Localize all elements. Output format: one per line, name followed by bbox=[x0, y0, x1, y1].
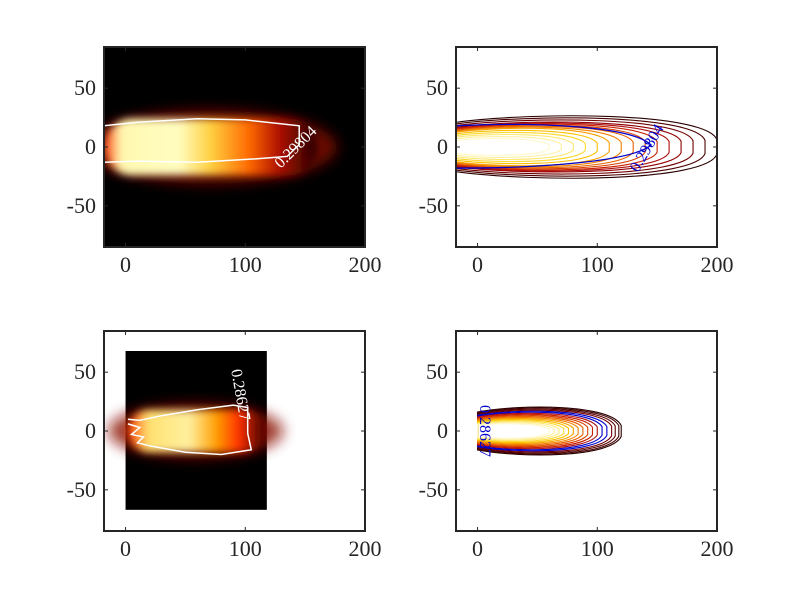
contour-level-4 bbox=[456, 122, 670, 172]
x-tick-label: 100 bbox=[581, 252, 614, 277]
y-tick-label: -50 bbox=[67, 477, 96, 502]
contour-level-2 bbox=[456, 119, 694, 175]
contour-level-4 bbox=[477, 410, 608, 452]
contour-level-6 bbox=[456, 124, 646, 170]
contour-level-12 bbox=[477, 419, 570, 443]
x-tick-label: 200 bbox=[701, 536, 734, 561]
contour-label: 0.28627 bbox=[476, 405, 493, 457]
y-tick-label: 0 bbox=[437, 418, 448, 443]
x-tick-label: 200 bbox=[349, 252, 382, 277]
panel-top-left: 0.29804 bbox=[104, 47, 365, 247]
contour-level-13 bbox=[477, 420, 565, 442]
x-tick-label: 0 bbox=[120, 252, 131, 277]
contour-level-14 bbox=[456, 138, 550, 156]
contour-level-13 bbox=[456, 136, 562, 158]
y-tick-label: 50 bbox=[74, 75, 96, 100]
contour-level-7 bbox=[456, 125, 634, 169]
contour-level-8 bbox=[477, 414, 589, 448]
x-tick-label: 100 bbox=[229, 536, 262, 561]
panel-bottom-right: 0.28627 bbox=[476, 405, 622, 457]
contour-level-0 bbox=[477, 406, 622, 456]
contour-level-3 bbox=[456, 121, 682, 173]
y-tick-label: 50 bbox=[74, 359, 96, 384]
x-tick-label: 100 bbox=[581, 536, 614, 561]
x-tick-label: 200 bbox=[701, 252, 734, 277]
contour-line bbox=[127, 404, 253, 456]
x-tick-label: 0 bbox=[120, 536, 131, 561]
contour-level-12 bbox=[456, 133, 574, 161]
contour-level-1 bbox=[477, 407, 620, 455]
y-tick-label: 0 bbox=[85, 418, 96, 443]
contour-level-15 bbox=[477, 422, 555, 440]
y-tick-label: 0 bbox=[85, 134, 96, 159]
y-tick-label: -50 bbox=[67, 193, 96, 218]
contour-level-10 bbox=[456, 129, 598, 165]
contour-level-1 bbox=[456, 117, 706, 177]
contour-level-2 bbox=[477, 408, 616, 454]
contour-level-3 bbox=[477, 409, 613, 453]
contour-level-11 bbox=[456, 131, 586, 163]
highlight-contour bbox=[456, 123, 653, 169]
axes-frame bbox=[455, 330, 718, 532]
y-tick-label: 50 bbox=[426, 75, 448, 100]
x-tick-label: 0 bbox=[472, 252, 483, 277]
contour-level-16 bbox=[477, 423, 550, 439]
x-tick-label: 200 bbox=[349, 536, 382, 561]
x-tick-label: 100 bbox=[229, 252, 262, 277]
contour-level-7 bbox=[477, 413, 594, 449]
y-tick-label: -50 bbox=[419, 477, 448, 502]
x-tick-label: 0 bbox=[472, 536, 483, 561]
contour-line bbox=[104, 118, 300, 164]
contour-level-0 bbox=[456, 115, 717, 179]
y-tick-label: 50 bbox=[426, 359, 448, 384]
contour-level-14 bbox=[477, 421, 560, 441]
panel-bottom-left: 0.28627 bbox=[107, 351, 284, 510]
contour-level-9 bbox=[456, 127, 610, 167]
contour-level-9 bbox=[477, 415, 584, 447]
axes-frame bbox=[455, 46, 718, 248]
y-tick-label: 0 bbox=[437, 134, 448, 159]
contour-level-6 bbox=[477, 412, 598, 450]
contour-level-11 bbox=[477, 417, 574, 445]
heatmap-core bbox=[127, 409, 264, 453]
panel-top-right: 0.29804 bbox=[456, 115, 717, 179]
contour-level-10 bbox=[477, 416, 579, 446]
axes-overlays: 0 100 200 50 0 -50 0 100 200 50 0 -50 0 100 200 50 0 -50 0… bbox=[67, 46, 734, 561]
contour-level-8 bbox=[456, 126, 622, 168]
y-tick-label: -50 bbox=[419, 193, 448, 218]
contour-level-5 bbox=[477, 411, 603, 451]
